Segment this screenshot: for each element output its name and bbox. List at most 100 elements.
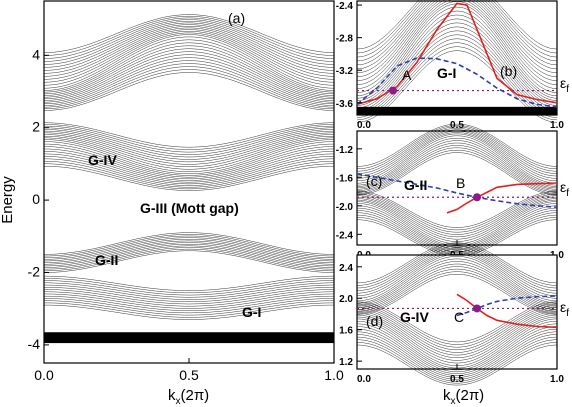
x-axis-label-d: kx(2π) xyxy=(443,387,484,407)
band-line xyxy=(43,278,335,293)
band-line xyxy=(356,207,558,249)
y-tick-label: 4 xyxy=(32,46,40,62)
band-line xyxy=(43,139,335,172)
band-line xyxy=(356,258,558,305)
band-line xyxy=(356,130,558,179)
band-line xyxy=(43,242,335,265)
point-b-label: B xyxy=(456,175,465,191)
band-line xyxy=(43,57,335,103)
band-line xyxy=(356,192,558,231)
y-tick-label: -2.4 xyxy=(336,1,354,12)
band-line xyxy=(356,129,558,177)
band-line xyxy=(356,126,558,172)
band-line xyxy=(43,29,335,80)
band-line xyxy=(356,266,558,310)
band-line xyxy=(43,239,335,262)
band-line xyxy=(43,45,335,96)
x-tick-label: 0.0 xyxy=(357,374,371,385)
band-line xyxy=(43,136,335,168)
band-line xyxy=(356,274,558,315)
band-line xyxy=(356,244,558,286)
y-tick-label: -2 xyxy=(28,264,41,280)
band-line xyxy=(44,282,334,298)
point-a-marker xyxy=(389,86,397,95)
band-line xyxy=(356,0,558,77)
band-line xyxy=(43,247,335,270)
band-line xyxy=(356,263,558,309)
group-label-g-iv: G-IV xyxy=(88,152,117,168)
band-line xyxy=(43,14,335,53)
panel-b-label: (b) xyxy=(500,63,517,79)
band-line xyxy=(43,291,335,307)
band-line xyxy=(356,314,558,361)
band-line xyxy=(43,122,335,148)
band-line xyxy=(43,51,335,99)
band-line xyxy=(43,232,335,255)
band-line xyxy=(356,344,558,386)
band-line xyxy=(356,147,558,193)
band-line xyxy=(43,66,335,108)
y-tick-label: -1.6 xyxy=(336,173,354,184)
band-line xyxy=(356,1,558,89)
band-line xyxy=(44,289,334,305)
band-line xyxy=(43,284,335,300)
band-line xyxy=(43,300,335,316)
band-line xyxy=(356,256,558,304)
x-tick-label: 1.0 xyxy=(550,374,564,385)
band-line xyxy=(356,339,558,382)
panel-d-bands xyxy=(356,242,558,386)
band-line xyxy=(43,275,335,291)
point-a-label: A xyxy=(402,67,412,83)
band-line xyxy=(356,331,558,376)
band-line xyxy=(43,54,335,101)
band-line xyxy=(356,316,558,364)
band-line xyxy=(44,234,334,257)
band-line xyxy=(43,25,335,74)
band-line xyxy=(43,130,335,160)
band-line xyxy=(356,125,558,169)
band-line xyxy=(43,132,335,163)
band-line xyxy=(43,24,335,71)
band-line xyxy=(44,280,334,296)
band-line xyxy=(356,123,558,167)
x-tick-label: 0.5 xyxy=(179,367,199,383)
band-line xyxy=(44,243,334,267)
band-line xyxy=(356,261,558,307)
band-line xyxy=(43,39,335,93)
band-line xyxy=(356,132,558,181)
band-line xyxy=(43,125,335,153)
band-line xyxy=(356,6,558,96)
blue-edge-state xyxy=(356,173,558,208)
band-line xyxy=(43,36,335,91)
y-tick-label: 1.6 xyxy=(339,326,353,337)
panel-a: 0.0 0.5 1.0 -4 -2 0 2 4 (a) G-IV G-III (Mott ga… xyxy=(28,0,344,383)
band-line xyxy=(44,298,334,314)
band-line xyxy=(43,124,335,150)
blue-edge-state xyxy=(456,295,558,317)
band-line xyxy=(44,143,334,176)
panel-b-frame xyxy=(356,0,558,116)
band-line xyxy=(356,196,558,238)
band-line xyxy=(44,148,334,179)
blue-edge-state xyxy=(356,57,558,108)
x-tick-label: 0.0 xyxy=(357,120,371,131)
group-label-g-i: G-I xyxy=(242,304,261,320)
band-line xyxy=(356,249,558,294)
band-line xyxy=(356,309,558,353)
y-tick-label: -3.2 xyxy=(336,66,354,77)
band-line xyxy=(356,10,558,99)
band-line xyxy=(43,69,335,109)
panel-c: 0.00.51.0-1.2-1.6-2.0-2.4 (c) G-II B εf xyxy=(336,123,569,261)
band-line xyxy=(44,240,334,263)
y-tick-label: -2.8 xyxy=(336,34,354,45)
band-line xyxy=(43,17,335,59)
x-tick-label: 1.0 xyxy=(550,120,564,131)
band-line xyxy=(43,161,335,188)
band-line xyxy=(356,0,558,81)
band-line xyxy=(44,287,334,302)
panel-d-ticks: 0.0 0.5 1.0 2.4 2.0 1.6 1.2 xyxy=(339,263,564,385)
band-line xyxy=(356,46,558,121)
band-line xyxy=(43,30,335,83)
band-line xyxy=(356,245,558,289)
red-edge-state xyxy=(446,182,558,214)
